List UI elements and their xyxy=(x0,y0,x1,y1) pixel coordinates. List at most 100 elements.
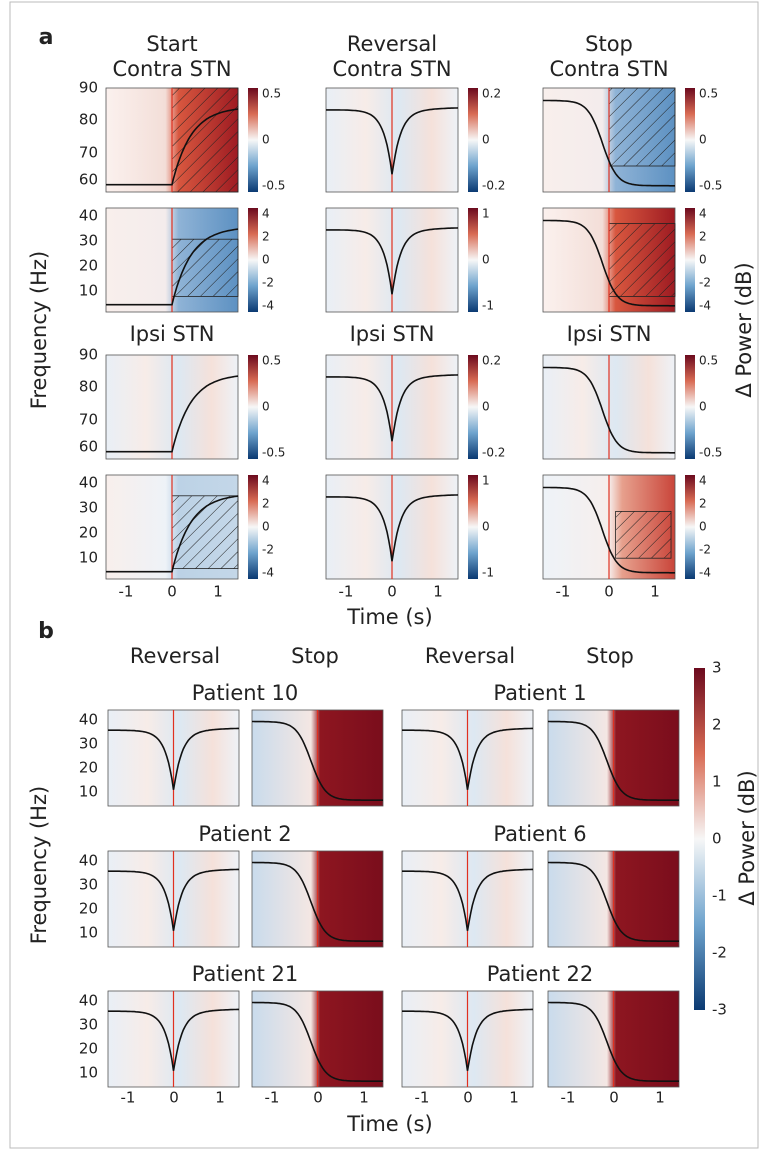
x-axis-label: Time (s) xyxy=(346,1112,432,1136)
trajectory-curve xyxy=(108,868,239,931)
patient-title: Patient 1 xyxy=(493,681,586,705)
x-tick-label: 0 xyxy=(313,1089,323,1107)
significance-hatch xyxy=(171,495,239,569)
colorbar-tick-label: -2 xyxy=(699,543,711,557)
patient-title: Patient 22 xyxy=(487,962,594,986)
panel-label: a xyxy=(39,25,54,50)
colorbar-tick-label: -1 xyxy=(482,299,494,313)
colorbar-tick-label: 0.5 xyxy=(262,87,281,101)
column-title: Start xyxy=(146,32,197,56)
trajectory-curve xyxy=(548,1001,679,1082)
y-tick-label: 70 xyxy=(79,411,98,429)
colorbar-tick-label: 2 xyxy=(699,230,707,244)
trajectory-curve xyxy=(252,861,383,942)
colorbar-tick-label: -1 xyxy=(482,566,494,580)
trajectory-curve xyxy=(402,1008,533,1071)
y-tick-label: 60 xyxy=(79,171,98,189)
y-tick-label: 30 xyxy=(79,499,98,517)
y-tick-label: 30 xyxy=(79,1016,98,1034)
colorbar-tick-label: -0.5 xyxy=(262,179,285,193)
colorbar-tick-label: -0.5 xyxy=(262,446,285,460)
significance-hatch xyxy=(171,238,239,297)
x-tick-label: 0 xyxy=(167,583,177,601)
colorbar xyxy=(685,475,695,579)
y-tick-label: 60 xyxy=(79,438,98,456)
colorbar-tick-label: 0 xyxy=(699,520,707,534)
x-tick-label: -1 xyxy=(561,1089,576,1107)
trajectory-curve xyxy=(326,107,459,175)
colorbar xyxy=(248,208,258,312)
y-tick-label: 10 xyxy=(79,924,98,942)
colorbar-tick-label: 0 xyxy=(699,400,707,414)
y-tick-label: 20 xyxy=(79,900,98,918)
x-tick-label: 0 xyxy=(169,1089,179,1107)
trajectory-curve xyxy=(108,1008,239,1071)
trajectory-curve xyxy=(252,720,383,801)
column-subtitle: Ipsi STN xyxy=(567,322,652,346)
y-tick-label: 40 xyxy=(79,992,98,1010)
colorbar-tick-label: 0 xyxy=(699,133,707,147)
colorbar xyxy=(685,355,695,459)
colorbar xyxy=(248,355,258,459)
colorbar-tick-label: 0 xyxy=(482,400,490,414)
condition-header: Reversal xyxy=(130,644,220,668)
trajectory-curve xyxy=(106,228,239,306)
colorbar-tick-label: 0 xyxy=(699,253,707,267)
column-title: Contra STN xyxy=(112,57,231,81)
colorbar-tick-label: -0.5 xyxy=(699,179,722,193)
colorbar xyxy=(248,88,258,192)
y-tick-label: 70 xyxy=(79,144,98,162)
y-axis-label: Frequency (Hz) xyxy=(27,251,51,409)
trajectory-curve xyxy=(402,868,533,931)
colorbar-tick-label: -4 xyxy=(262,299,274,313)
x-tick-label: 0 xyxy=(604,583,614,601)
colorbar-tick-label: 0.5 xyxy=(699,87,718,101)
colorbar-tick-label: 0 xyxy=(262,133,270,147)
y-tick-label: 80 xyxy=(79,111,98,129)
x-tick-label: 0 xyxy=(609,1089,619,1107)
patient-title: Patient 10 xyxy=(192,681,299,705)
y-tick-label: 20 xyxy=(79,524,98,542)
colorbar-tick-label: -2 xyxy=(262,276,274,290)
y-tick-label: 20 xyxy=(79,257,98,275)
trajectory-curve xyxy=(548,861,679,942)
y-tick-label: 20 xyxy=(79,1040,98,1058)
colorbar-tick-label: -4 xyxy=(262,566,274,580)
colorbar xyxy=(468,208,478,312)
colorbar-tick-label: 1 xyxy=(482,207,490,221)
x-tick-label: -1 xyxy=(556,583,571,601)
condition-header: Stop xyxy=(291,644,339,668)
patient-title: Patient 6 xyxy=(493,822,586,846)
colorbar-tick-label: 4 xyxy=(699,207,707,221)
trajectory-curve xyxy=(106,108,239,186)
patient-title: Patient 21 xyxy=(192,962,299,986)
x-tick-label: 1 xyxy=(650,583,660,601)
x-tick-label: -1 xyxy=(265,1089,280,1107)
colorbar-tick-label: 0.5 xyxy=(262,354,281,368)
colorbar-tick-label: 3 xyxy=(712,659,722,677)
colorbar-tick-label: 2 xyxy=(262,230,270,244)
y-tick-label: 40 xyxy=(79,852,98,870)
x-tick-label: -1 xyxy=(415,1089,430,1107)
column-title: Stop xyxy=(585,32,633,56)
x-tick-label: -1 xyxy=(119,583,134,601)
column-title: Contra STN xyxy=(549,57,668,81)
y-tick-label: 40 xyxy=(79,474,98,492)
colorbar xyxy=(468,475,478,579)
colorbar-tick-label: 2 xyxy=(699,497,707,511)
trajectory-curve xyxy=(548,720,679,801)
patient-title: Patient 2 xyxy=(198,822,291,846)
trajectory-curve xyxy=(326,494,459,562)
trajectory-curve xyxy=(543,366,675,454)
x-tick-label: 0 xyxy=(387,583,397,601)
x-tick-label: -1 xyxy=(339,583,354,601)
y-tick-label: 80 xyxy=(79,378,98,396)
colorbar xyxy=(248,475,258,579)
column-subtitle: Ipsi STN xyxy=(350,322,435,346)
colorbar-tick-label: 4 xyxy=(262,207,270,221)
x-tick-label: 1 xyxy=(359,1089,369,1107)
colorbar-tick-label: -0.5 xyxy=(699,446,722,460)
x-tick-label: -1 xyxy=(121,1089,136,1107)
y-tick-label: 40 xyxy=(79,207,98,225)
